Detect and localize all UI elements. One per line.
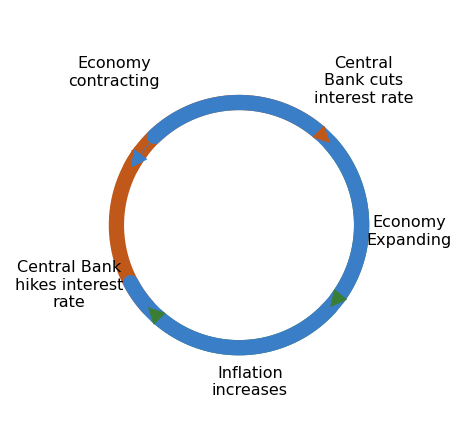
Text: Economy
contracting: Economy contracting xyxy=(68,56,160,89)
Text: Inflation
increases: Inflation increases xyxy=(211,366,287,398)
Text: Economy
Expanding: Economy Expanding xyxy=(366,215,451,248)
Text: Central Bank
hikes interest
rate: Central Bank hikes interest rate xyxy=(15,260,123,310)
Text: Central
Bank cuts
interest rate: Central Bank cuts interest rate xyxy=(313,56,413,106)
